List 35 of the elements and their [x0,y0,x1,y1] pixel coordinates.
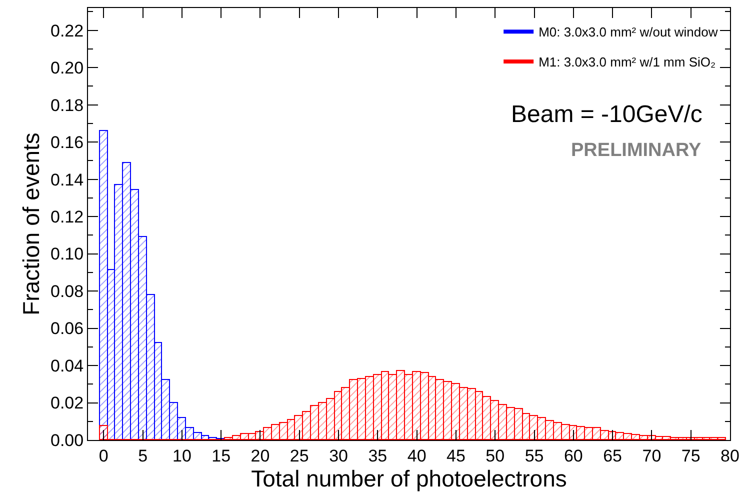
x-tick-label: 30 [329,446,348,466]
y-axis-title: Fraction of events [18,132,44,316]
y-tick-label: 0.02 [50,394,84,413]
x-tick-label: 25 [290,446,309,466]
y-tick-label: 0.18 [50,96,84,115]
x-tick-label: 35 [368,446,388,466]
y-tick-label: 0.12 [50,208,84,226]
x-tick-label: 10 [172,446,192,466]
y-tick-label: 0.04 [50,356,84,376]
y-tick-label: 0.00 [50,430,84,450]
y-tick-label: 0.14 [50,170,84,190]
y-tick-label: 0.06 [50,319,84,338]
y-tick-label: 0.10 [50,244,84,264]
x-tick-label: 70 [642,446,662,466]
x-tick-label: 40 [407,446,426,466]
x-tick-label: 20 [250,446,270,466]
y-tick-label: 0.16 [50,133,84,152]
x-tick-label: 45 [446,446,466,466]
x-tick-label: 15 [212,446,231,466]
x-tick-label: 60 [564,446,583,466]
y-tick-label: 0.08 [50,282,84,301]
x-tick-label: 65 [603,446,622,466]
x-tick-label: 80 [720,446,740,466]
x-tick-label: 0 [98,446,108,466]
x-axis-title: Total number of photoelectrons [251,465,567,492]
annotation: Beam = -10GeV/c [511,101,702,128]
x-tick-label: 50 [486,446,505,466]
legend-label: M0: 3.0x3.0 mm² w/out window [538,24,718,40]
y-tick-label: 0.20 [50,58,84,78]
x-tick-label: 55 [524,446,544,466]
annotation: PRELIMINARY [571,140,702,161]
x-tick-label: 5 [138,446,148,466]
x-tick-label: 75 [681,446,700,466]
y-tick-label: 0.22 [50,21,84,40]
legend-label: M1: 3.0x3.0 mm² w/1 mm SiO₂ [538,54,716,70]
